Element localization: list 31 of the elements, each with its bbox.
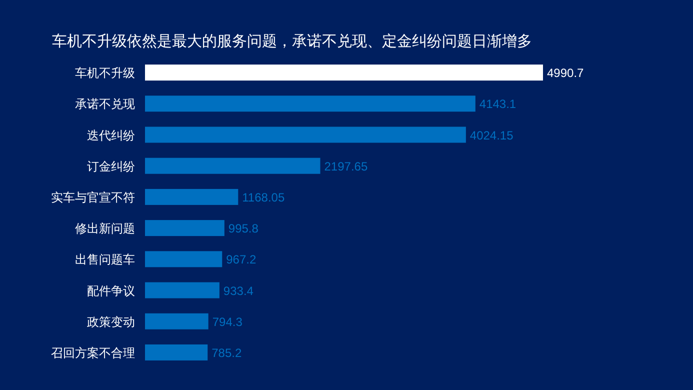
bar (145, 344, 208, 360)
y-tick-label: 修出新问题 (75, 222, 135, 236)
y-tick-label: 出售问题车 (75, 252, 135, 267)
y-tick-label: 配件争议 (87, 284, 135, 298)
bar (145, 282, 220, 298)
chart-title: 车机不升级依然是最大的服务问题，承诺不兑现、定金纠纷问题日渐增多 (52, 33, 532, 50)
data-label: 4990.7 (547, 66, 584, 80)
data-label: 785.2 (212, 346, 242, 360)
bar (145, 188, 238, 205)
bar (145, 251, 222, 268)
y-tick-label: 车机不升级 (75, 66, 135, 80)
bar (145, 96, 476, 112)
data-label: 4024.15 (470, 128, 514, 142)
bar (145, 64, 543, 81)
bar (145, 313, 208, 330)
data-label: 995.8 (228, 222, 259, 236)
data-label: 4143.1 (479, 97, 516, 112)
bar (145, 158, 320, 174)
bar (145, 126, 466, 143)
bar (145, 220, 224, 236)
data-label: 967.2 (226, 252, 256, 267)
y-tick-label: 实车与官宣不符 (51, 190, 135, 204)
y-tick-label: 政策变动 (87, 314, 135, 329)
data-label: 933.4 (223, 284, 254, 298)
data-label: 2197.65 (324, 159, 368, 174)
y-tick-label: 迭代纠纷 (87, 128, 135, 142)
data-label: 794.3 (212, 314, 243, 329)
y-tick-label: 承诺不兑现 (75, 97, 135, 112)
data-label: 1168.05 (242, 190, 285, 204)
y-tick-label: 订金纠纷 (87, 159, 135, 174)
y-tick-label: 召回方案不合理 (51, 346, 135, 360)
